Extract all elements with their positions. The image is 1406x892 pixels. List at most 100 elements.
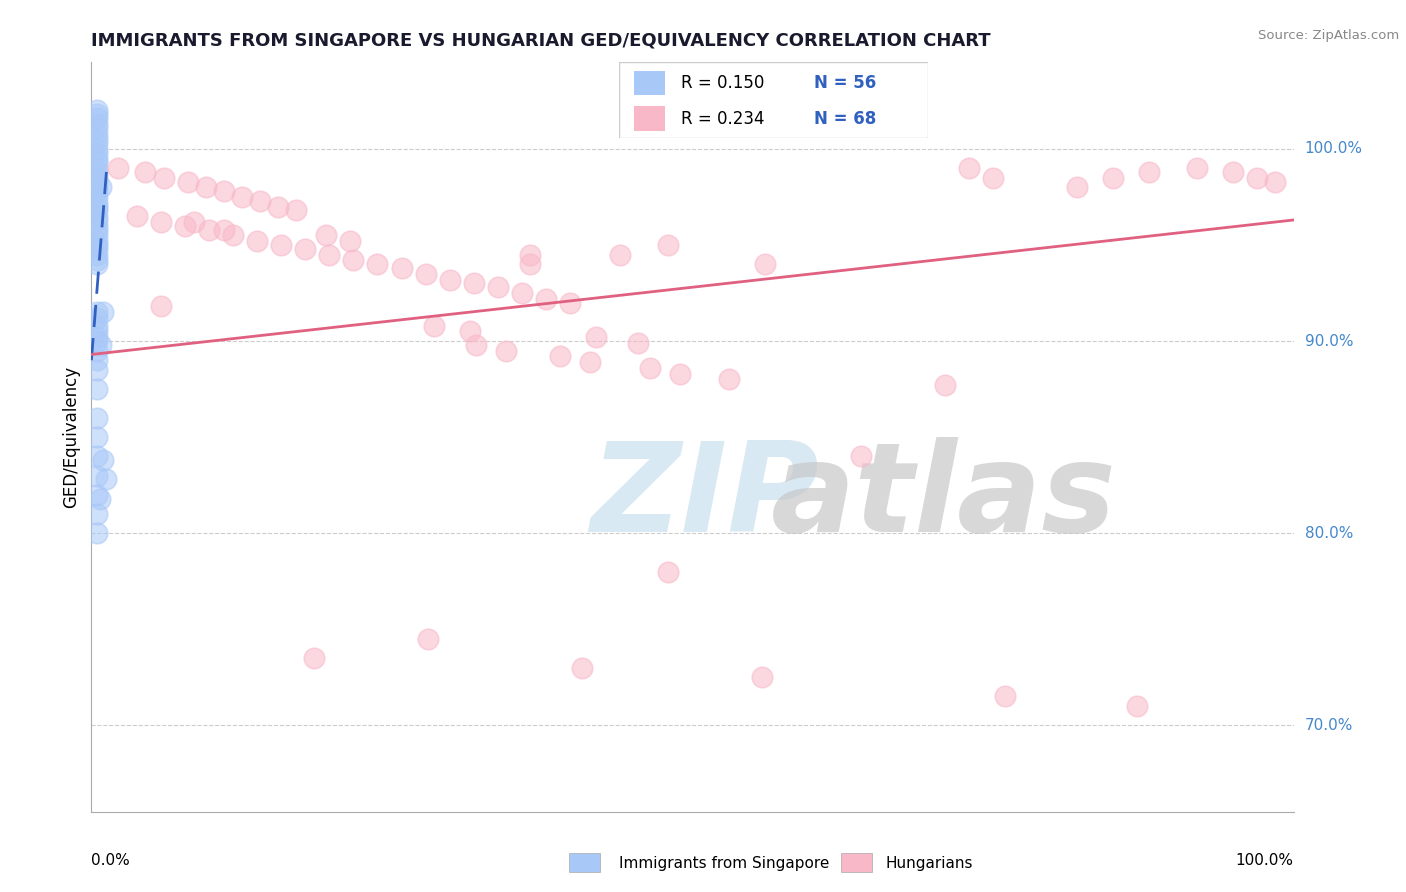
- Point: [94, 472, 117, 486]
- Point: [86, 468, 108, 483]
- Point: [981, 170, 1004, 185]
- Point: [86, 253, 108, 268]
- Text: 90.0%: 90.0%: [1305, 334, 1353, 349]
- Point: [86, 334, 108, 348]
- Point: [86, 488, 108, 502]
- Point: [1187, 161, 1209, 175]
- Point: [86, 155, 108, 169]
- Point: [1137, 165, 1160, 179]
- Point: [86, 103, 108, 118]
- Point: [391, 260, 413, 275]
- Point: [1102, 170, 1125, 185]
- Point: [270, 238, 292, 252]
- Point: [416, 632, 439, 646]
- Text: 0.0%: 0.0%: [91, 853, 131, 868]
- Point: [571, 660, 593, 674]
- Point: [86, 330, 108, 344]
- Point: [342, 253, 364, 268]
- Point: [1126, 699, 1149, 714]
- Text: ZIP: ZIP: [591, 436, 820, 558]
- Point: [86, 257, 108, 271]
- Point: [86, 142, 108, 156]
- Point: [93, 305, 115, 319]
- Point: [86, 450, 108, 464]
- Point: [519, 247, 541, 261]
- Point: [318, 247, 340, 261]
- Point: [86, 190, 108, 204]
- Point: [86, 132, 108, 146]
- Point: [495, 343, 517, 358]
- Point: [458, 325, 481, 339]
- Point: [934, 378, 956, 392]
- Point: [86, 325, 108, 339]
- Point: [86, 318, 108, 333]
- Point: [249, 194, 271, 208]
- Point: [463, 277, 485, 291]
- Text: IMMIGRANTS FROM SINGAPORE VS HUNGARIAN GED/EQUIVALENCY CORRELATION CHART: IMMIGRANTS FROM SINGAPORE VS HUNGARIAN G…: [91, 31, 991, 49]
- Point: [90, 180, 112, 194]
- Text: R = 0.150: R = 0.150: [681, 74, 763, 92]
- Point: [284, 203, 307, 218]
- Point: [231, 190, 253, 204]
- Point: [86, 247, 108, 261]
- Point: [86, 507, 108, 521]
- Point: [152, 170, 174, 185]
- Bar: [841, 853, 872, 872]
- Point: [548, 350, 571, 364]
- Point: [212, 184, 235, 198]
- Point: [86, 175, 108, 189]
- Point: [86, 430, 108, 444]
- Point: [751, 670, 773, 684]
- Point: [89, 491, 111, 506]
- Point: [194, 180, 217, 194]
- Point: [534, 292, 557, 306]
- Point: [657, 565, 679, 579]
- Point: [86, 382, 108, 396]
- Point: [486, 280, 509, 294]
- Point: [609, 247, 631, 261]
- Point: [90, 338, 112, 352]
- Point: [86, 184, 108, 198]
- Point: [134, 165, 156, 179]
- Point: [627, 335, 650, 350]
- Bar: [569, 853, 600, 872]
- Point: [86, 200, 108, 214]
- Point: [86, 305, 108, 319]
- Point: [93, 453, 115, 467]
- Point: [86, 165, 108, 179]
- Point: [86, 353, 108, 368]
- Text: 100.0%: 100.0%: [1236, 853, 1294, 868]
- Point: [86, 170, 108, 185]
- Point: [439, 272, 461, 286]
- Y-axis label: GED/Equivalency: GED/Equivalency: [62, 366, 80, 508]
- Point: [86, 219, 108, 233]
- Point: [183, 215, 205, 229]
- Point: [510, 285, 533, 300]
- Point: [339, 234, 361, 248]
- Text: 80.0%: 80.0%: [1305, 525, 1353, 541]
- Point: [86, 213, 108, 227]
- Text: 70.0%: 70.0%: [1305, 718, 1353, 732]
- Point: [86, 228, 108, 243]
- Point: [246, 234, 269, 248]
- Point: [107, 161, 129, 175]
- Point: [86, 234, 108, 248]
- Point: [465, 338, 488, 352]
- Text: Hungarians: Hungarians: [886, 856, 973, 871]
- Point: [267, 200, 290, 214]
- Bar: [634, 70, 665, 95]
- Point: [640, 360, 662, 375]
- Point: [86, 117, 108, 131]
- Point: [86, 152, 108, 166]
- Point: [657, 238, 679, 252]
- Point: [150, 300, 173, 314]
- Point: [174, 219, 197, 233]
- Point: [150, 215, 173, 229]
- Point: [415, 267, 437, 281]
- Text: N = 68: N = 68: [814, 110, 876, 128]
- Point: [1066, 180, 1088, 194]
- Point: [86, 310, 108, 325]
- Text: R = 0.234: R = 0.234: [681, 110, 763, 128]
- Point: [579, 355, 602, 369]
- Point: [86, 180, 108, 194]
